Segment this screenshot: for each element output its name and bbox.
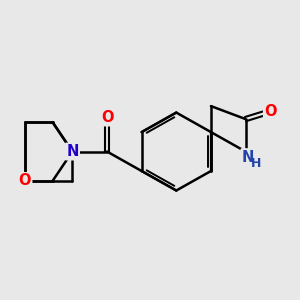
Text: O: O [19,173,31,188]
Text: O: O [264,104,277,119]
Text: H: H [251,157,262,170]
Text: N: N [242,150,254,165]
Text: O: O [101,110,113,125]
Text: N: N [66,144,79,159]
